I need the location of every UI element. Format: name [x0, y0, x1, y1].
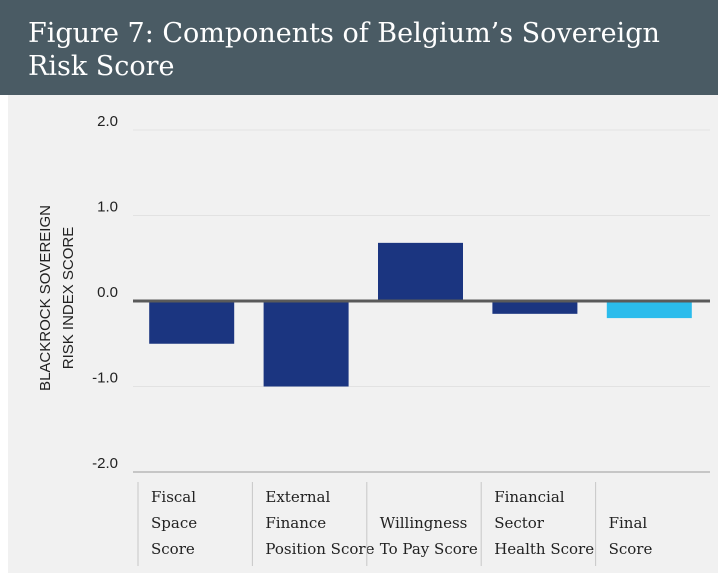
x-tick-label: Fiscal Space Score: [151, 488, 197, 558]
text-line: Health Score: [494, 540, 594, 558]
text-line: Willingness: [380, 514, 468, 532]
text-line: External: [265, 488, 330, 506]
text-line: Financial: [494, 488, 565, 506]
bar: [492, 301, 578, 314]
y-tick-label: -1.0: [92, 370, 118, 387]
bar: [263, 301, 349, 387]
y-tick-label: 0.0: [97, 284, 118, 301]
x-tick-label: Willingness To Pay Score: [380, 514, 478, 558]
y-tick-label: 1.0: [97, 199, 118, 216]
text-line: To Pay Score: [380, 540, 478, 558]
text-line: Finance: [265, 514, 326, 532]
y-tick-label: -2.0: [92, 455, 118, 472]
text-line: Sector: [494, 514, 545, 532]
text-line: Score: [609, 540, 653, 558]
bar: [149, 301, 235, 344]
text-line: Fiscal: [151, 488, 196, 506]
x-tick-label: Financial Sector Health Score: [494, 488, 594, 558]
text-line: Score: [151, 540, 195, 558]
y-axis-label: BLACKROCK SOVEREIGN RISK INDEX SCORE: [37, 205, 77, 391]
text-line: Risk Score: [28, 51, 175, 82]
text-line: Final: [609, 514, 648, 532]
text-line: Figure 7: Components of Belgium’s Sovere…: [28, 18, 660, 49]
y-tick-label: 2.0: [97, 113, 118, 130]
text-line: Position Score: [265, 540, 374, 558]
text-line: BLACKROCK SOVEREIGN: [37, 205, 54, 391]
text-line: RISK INDEX SCORE: [60, 227, 77, 370]
chart-title: Figure 7: Components of Belgium’s Sovere…: [28, 18, 660, 82]
header: [0, 0, 718, 95]
bar: [378, 242, 463, 301]
bar: [606, 301, 692, 319]
x-tick-label: External Finance Position Score: [265, 488, 374, 558]
text-line: Space: [151, 514, 197, 532]
x-tick-label: Final Score: [609, 514, 653, 558]
plot-background: [8, 95, 718, 573]
